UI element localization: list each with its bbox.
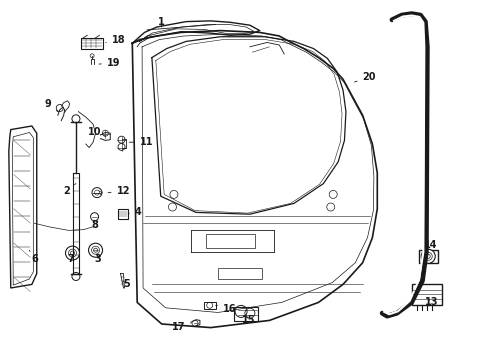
- Text: 6: 6: [29, 250, 38, 264]
- Text: 12: 12: [108, 186, 130, 196]
- Bar: [206, 234, 255, 248]
- Text: 17: 17: [172, 322, 191, 332]
- Text: 8: 8: [91, 220, 98, 230]
- Circle shape: [89, 243, 102, 257]
- Text: 7: 7: [68, 254, 74, 264]
- Bar: [218, 268, 262, 279]
- Text: 11: 11: [129, 137, 153, 147]
- Text: 5: 5: [123, 279, 130, 289]
- Text: 18: 18: [106, 35, 125, 45]
- Bar: [81, 38, 103, 49]
- Bar: [118, 209, 128, 219]
- Text: 14: 14: [423, 240, 437, 250]
- Bar: [412, 284, 442, 305]
- Text: 16: 16: [216, 303, 237, 314]
- Text: 13: 13: [424, 297, 438, 307]
- Circle shape: [66, 246, 79, 260]
- Circle shape: [421, 249, 435, 263]
- Text: 9: 9: [45, 99, 58, 112]
- Text: 10: 10: [88, 127, 105, 138]
- Text: 1: 1: [158, 17, 165, 27]
- Text: 4: 4: [128, 207, 142, 217]
- Text: 15: 15: [242, 315, 256, 325]
- Text: 20: 20: [354, 72, 376, 82]
- Bar: [419, 250, 438, 263]
- Text: 3: 3: [95, 254, 101, 264]
- Bar: [204, 302, 216, 309]
- Bar: [234, 307, 258, 321]
- Text: 19: 19: [99, 58, 121, 68]
- Text: 2: 2: [63, 184, 76, 196]
